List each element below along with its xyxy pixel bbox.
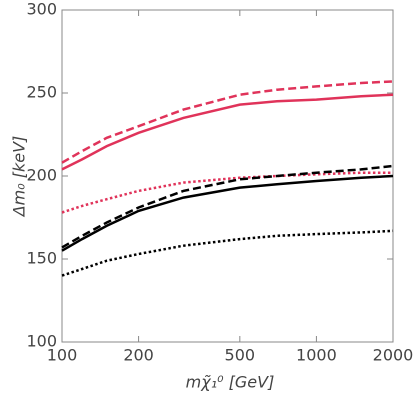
y-tick-label: 300 xyxy=(26,0,57,19)
series-line xyxy=(61,93,394,171)
series-line xyxy=(61,229,394,277)
y-tick-label: 100 xyxy=(26,332,57,351)
x-tick-label: 500 xyxy=(225,346,256,365)
x-tick-label: 200 xyxy=(123,346,154,365)
x-axis-label: mχ̃₁⁰ [GeV] xyxy=(186,373,275,392)
y-axis-label: Δm₀ [keV] xyxy=(10,136,29,219)
x-tick-label: 2000 xyxy=(373,346,414,365)
y-tick-label: 250 xyxy=(26,83,57,102)
x-tick-label: 1000 xyxy=(296,346,337,365)
series-line xyxy=(61,164,394,249)
y-tick-label: 150 xyxy=(26,249,57,268)
x-tick-label: 100 xyxy=(47,346,78,365)
series-line xyxy=(61,174,394,252)
y-tick-label: 200 xyxy=(26,166,57,185)
plot-frame xyxy=(61,9,394,343)
series-line xyxy=(61,80,394,164)
series-line xyxy=(61,171,393,214)
